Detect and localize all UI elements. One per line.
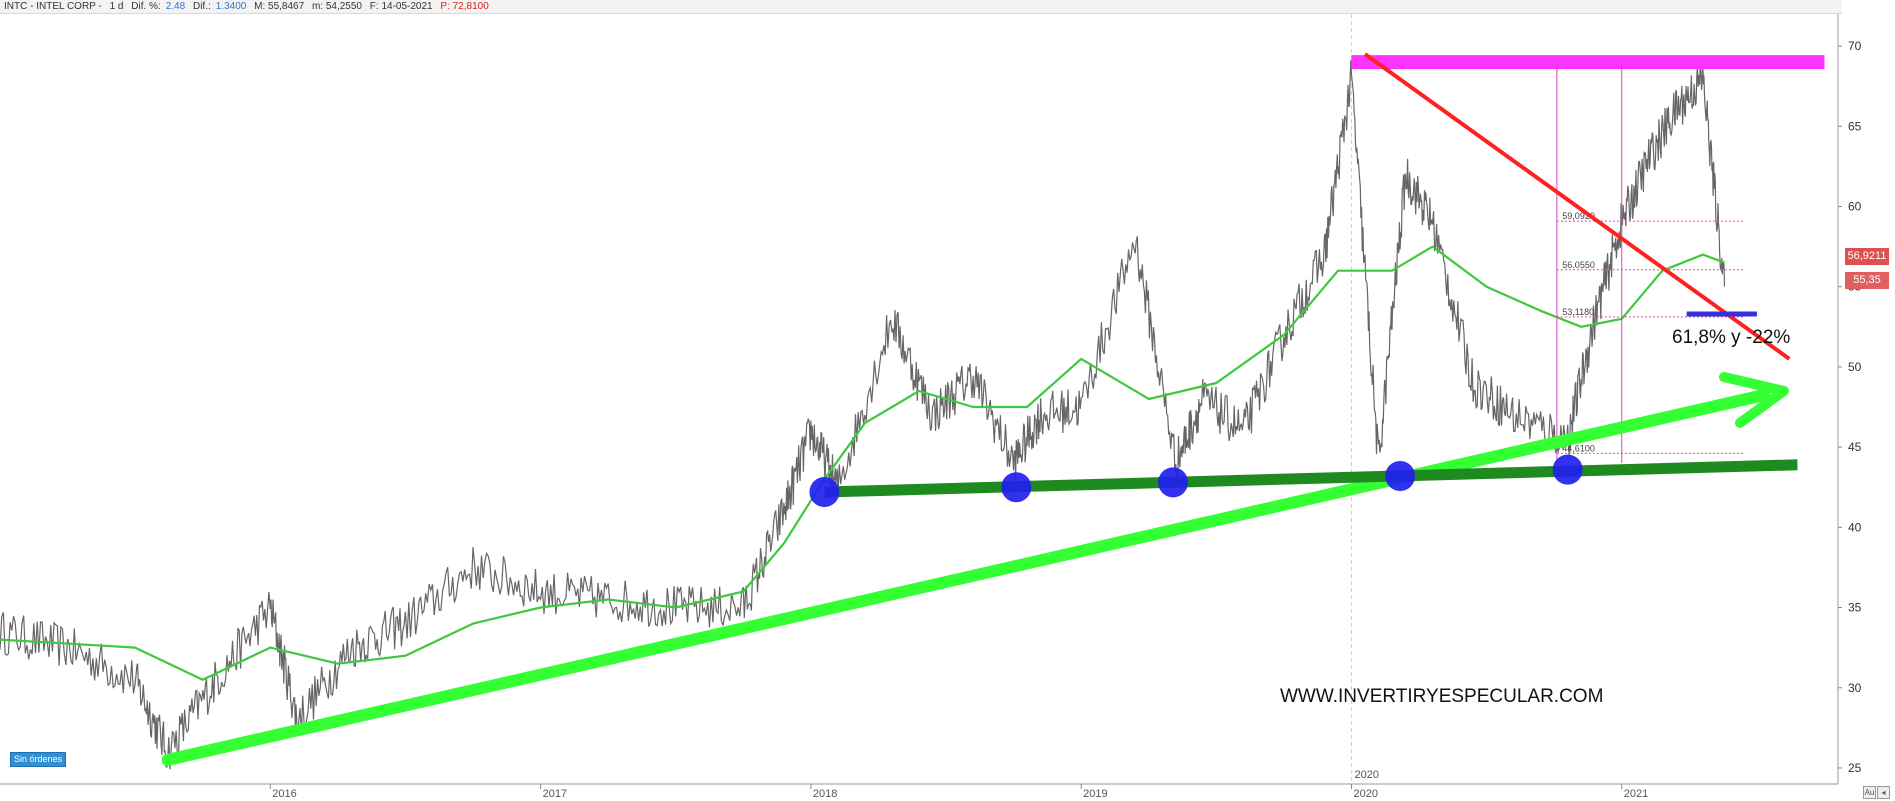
- moving-average-series: [0, 245, 1725, 681]
- support-line: [824, 459, 1798, 498]
- corner-buttons: Au ◂: [1862, 786, 1890, 799]
- date-value: F: 14-05-2021: [369, 1, 433, 12]
- y-tick-label-30: 30: [1848, 681, 1862, 695]
- price-tag-current: 56,9211: [1845, 248, 1889, 265]
- x-tick-label-2016: 2016: [272, 788, 296, 800]
- dif-pct-label: Dif. %:: [131, 1, 161, 12]
- scroll-left-button[interactable]: ◂: [1877, 786, 1890, 799]
- fib-level-label-2: 53,1180: [1562, 307, 1594, 317]
- support-touch-3: [1385, 461, 1416, 491]
- y-tick-label-40: 40: [1848, 520, 1862, 534]
- price-value: P: 72,8100: [440, 1, 489, 12]
- dif-value: 1.3400: [215, 1, 247, 12]
- symbol-label: INTC - INTEL CORP -: [4, 1, 102, 12]
- x-tick-label-2018: 2018: [813, 788, 837, 800]
- min-value: m: 54,2550: [311, 1, 362, 12]
- year-divider-label: 2020: [1354, 769, 1378, 781]
- plot-background: [0, 14, 1838, 784]
- ratio-label: 61,8% y -22%: [1672, 327, 1790, 348]
- price-line: [0, 60, 1726, 770]
- dif-pct-value: 2.48: [165, 1, 186, 12]
- y-tick-label-60: 60: [1848, 200, 1862, 214]
- support-touch-1: [1001, 472, 1032, 503]
- watermark: WWW.INVERTIRYESPECULAR.COM: [1280, 686, 1603, 707]
- x-tick-label-2021: 2021: [1624, 788, 1648, 800]
- fib-level-label-3: 44,6100: [1562, 443, 1595, 453]
- y-tick-label-70: 70: [1848, 39, 1862, 53]
- moving-average-line: [0, 245, 1725, 681]
- uptrend-arrow-shaft: [161, 388, 1770, 766]
- x-tick-label-2017: 2017: [543, 788, 567, 800]
- support-touch-2: [1158, 467, 1189, 498]
- uptrend-arrow-head: [1718, 371, 1789, 428]
- annotations: 59,0920 56.0550 53,1180 44,6100 61,8% y -22%…: [161, 52, 1825, 766]
- x-tick-label-2020: 2020: [1353, 788, 1377, 800]
- dif-label: Dif.:: [192, 1, 211, 12]
- support-touch-4: [1552, 454, 1583, 485]
- fib-level-label-1: 56.0550: [1562, 260, 1595, 270]
- y-tick-label-35: 35: [1848, 601, 1862, 615]
- x-tick-label-2019: 2019: [1083, 788, 1107, 800]
- downtrend-line: [1363, 52, 1791, 361]
- y-tick-label-50: 50: [1848, 360, 1862, 374]
- support-touch-0: [809, 477, 840, 508]
- orders-badge[interactable]: Sin órdenes: [10, 752, 67, 767]
- price-series: [0, 60, 1726, 770]
- period-label: 1 d: [109, 1, 124, 12]
- y-axis: 25303540455055606570: [1837, 14, 1862, 784]
- y-tick-label-45: 45: [1848, 440, 1862, 454]
- max-value: M: 55,8467: [254, 1, 305, 12]
- y-tick-label-25: 25: [1848, 761, 1862, 775]
- y-tick-label-65: 65: [1848, 119, 1862, 133]
- price-tag-last: 55,35: [1845, 272, 1889, 289]
- auto-scale-button[interactable]: Au: [1863, 786, 1876, 799]
- info-bar: INTC - INTEL CORP - 1 d Dif. %: 2.48 Dif.…: [0, 0, 1842, 14]
- x-axis: 2016 2017 2018 2019 2020 2021 2020: [0, 769, 1838, 800]
- fib-level-label-0: 59,0920: [1562, 211, 1595, 221]
